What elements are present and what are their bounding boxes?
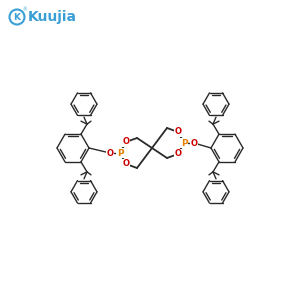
Text: O: O [190,139,197,148]
Text: O: O [122,160,130,169]
Text: O: O [122,137,130,146]
Text: P: P [181,139,187,148]
Text: Kuujia: Kuujia [28,10,76,24]
Text: ®: ® [22,7,27,12]
Text: P: P [117,148,123,158]
Text: O: O [106,148,113,158]
Text: K: K [14,13,20,22]
Text: O: O [175,149,182,158]
Text: O: O [175,128,182,136]
